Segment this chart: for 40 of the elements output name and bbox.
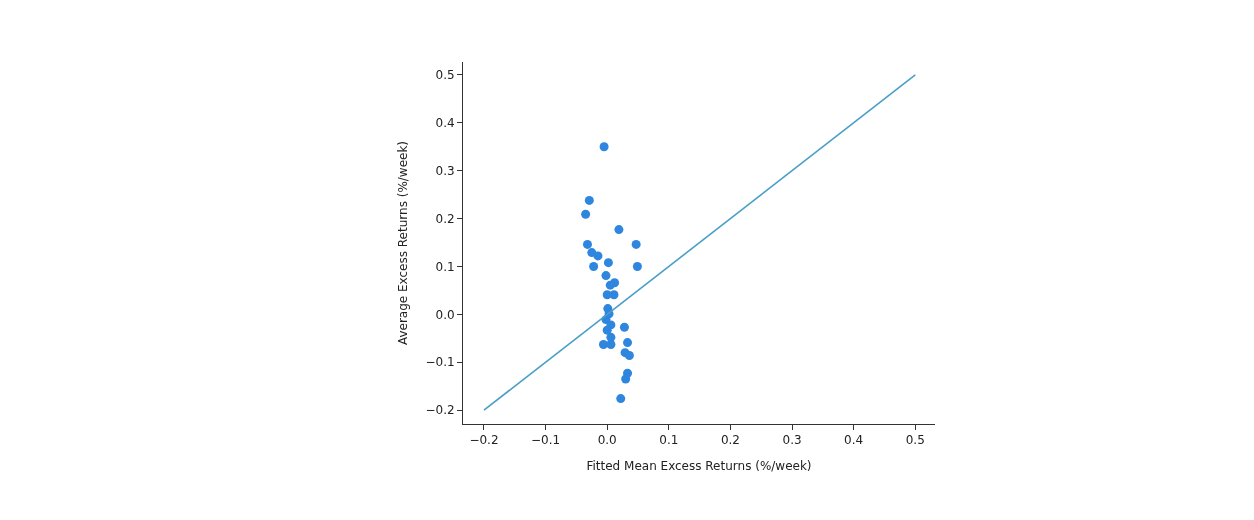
point	[614, 225, 624, 235]
point	[598, 340, 608, 350]
point	[587, 248, 597, 258]
point	[631, 239, 641, 249]
point	[616, 394, 626, 404]
point	[605, 280, 615, 290]
x-tick-label: 0.3	[782, 433, 802, 448]
x-tick-label: 0.4	[844, 433, 864, 448]
x-tick-label: 0.0	[597, 433, 617, 448]
point	[581, 209, 591, 219]
point	[601, 271, 611, 281]
y-tick-label: 0.2	[435, 211, 455, 226]
y-tick-label: 0.5	[435, 68, 455, 83]
y-tick-label: −0.2	[425, 403, 455, 418]
point	[632, 261, 642, 271]
point	[609, 290, 619, 300]
x-axis-title: Fitted Mean Excess Returns (%/week)	[586, 459, 812, 474]
point	[623, 338, 633, 348]
y-tick-label: 0.3	[435, 163, 455, 178]
y-tick-label: 0.1	[435, 259, 455, 274]
y-tick-label: 0.4	[435, 116, 455, 131]
point	[589, 261, 599, 271]
point	[619, 322, 629, 332]
x-tick-label: 0.1	[659, 433, 679, 448]
point	[599, 142, 609, 152]
x-tick-label: −0.1	[531, 433, 561, 448]
point	[624, 351, 634, 361]
y-tick-label: 0.0	[435, 307, 455, 322]
point	[584, 195, 594, 205]
x-tick-label: −0.2	[469, 433, 499, 448]
y-axis-title: Average Excess Returns (%/week)	[395, 140, 410, 346]
point	[582, 239, 592, 249]
point	[602, 325, 612, 335]
point	[593, 251, 603, 261]
point	[621, 374, 631, 384]
x-tick-label: 0.5	[905, 433, 925, 448]
point	[606, 340, 616, 350]
x-tick-label: 0.2	[720, 433, 740, 448]
point	[603, 258, 613, 268]
y-tick-label: −0.1	[425, 355, 455, 370]
